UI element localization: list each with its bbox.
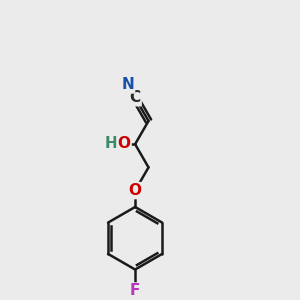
Text: O: O (118, 136, 130, 151)
Text: C: C (130, 90, 141, 105)
Text: N: N (122, 77, 134, 92)
Text: H: H (105, 136, 118, 151)
Text: O: O (129, 183, 142, 198)
Text: F: F (130, 284, 140, 298)
